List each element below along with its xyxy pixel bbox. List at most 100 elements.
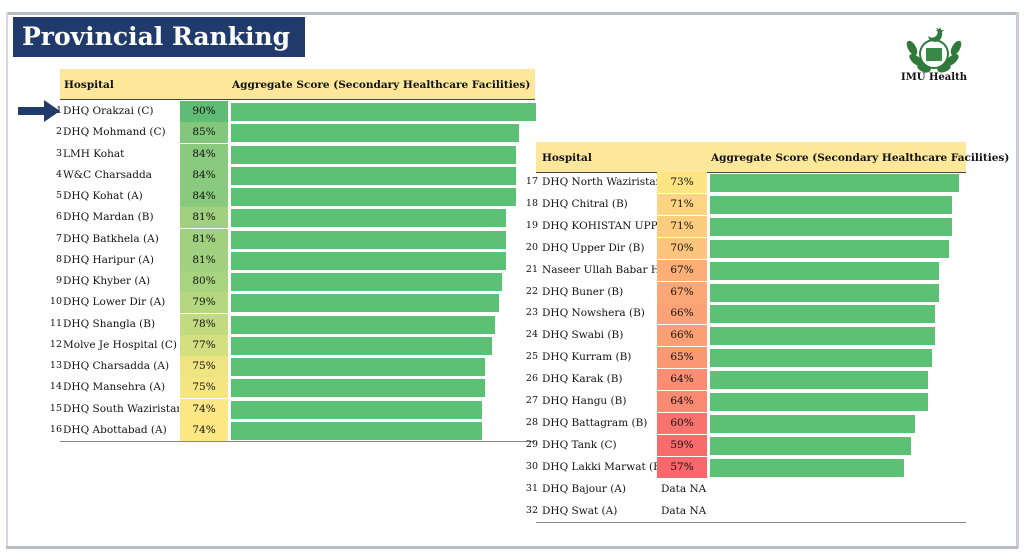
logo-caption: IMU Health xyxy=(901,72,967,83)
hospital-name: DHQ Kohat (A) xyxy=(63,190,143,202)
score-label: 66% xyxy=(657,303,707,325)
rank-number: 14 xyxy=(49,381,62,393)
score-label: 77% xyxy=(180,334,228,356)
frame-border-top xyxy=(6,12,1018,15)
hospital-name: DHQ Abottabad (A) xyxy=(63,423,167,436)
hospital-name: DHQ Haripur (A) xyxy=(63,253,154,266)
table-row: 13 DHQ Charsadda (A) 75% xyxy=(50,356,535,377)
score-label: 74% xyxy=(180,398,228,420)
hospital-name: W&C Charsadda xyxy=(63,168,152,181)
hospital-name: DHQ Swat (A) xyxy=(542,504,618,517)
hospital-name: LMH Kohat xyxy=(63,147,125,160)
hospital-name: DHQ Tank (C) xyxy=(542,438,617,451)
table-row: 2 DHQ Mohmand (C) 85% xyxy=(56,122,535,144)
rank-number: 12 xyxy=(49,338,62,350)
score-not-available: Data NA xyxy=(661,504,707,517)
table-row: 25 DHQ Kurram (B) 65% xyxy=(526,347,966,369)
hospital-name: DHQ Charsadda (A) xyxy=(63,360,170,372)
table-row: 24 DHQ Swabi (B) 66% xyxy=(526,325,966,347)
arrow-right-icon xyxy=(18,100,60,122)
table-row: 8 DHQ Haripur (A) 81% xyxy=(56,249,535,271)
rank-number: 15 xyxy=(49,402,62,414)
rank-number: 19 xyxy=(525,219,538,231)
score-bar xyxy=(231,209,506,228)
score-bar xyxy=(710,239,949,258)
score-bar xyxy=(231,315,495,334)
table-row: 14 DHQ Mansehra (A) 75% xyxy=(50,377,535,399)
score-label: 75% xyxy=(180,377,228,399)
rank-number: 18 xyxy=(525,197,538,209)
header-aggregate-score: Aggregate Score (Secondary Healthcare Fa… xyxy=(711,152,1010,164)
rank-number: 30 xyxy=(525,460,538,472)
rank-number: 2 xyxy=(55,126,62,138)
score-bar xyxy=(231,166,516,185)
table-row: 1 DHQ Orakzai (C) 90% xyxy=(56,101,536,122)
top-margin xyxy=(0,0,1024,10)
score-bar xyxy=(231,124,519,143)
score-label: 64% xyxy=(657,369,707,391)
rank-number: 4 xyxy=(55,168,62,180)
table-row: 3 LMH Kohat 84% xyxy=(56,143,535,165)
score-label: 66% xyxy=(657,325,707,347)
score-label: 71% xyxy=(657,193,707,215)
score-bar xyxy=(231,103,536,121)
score-label: 78% xyxy=(180,313,228,335)
rank-number: 23 xyxy=(525,307,538,319)
table-row: 18 DHQ Chitral (B) 71% xyxy=(526,193,966,215)
table-row: 29 DHQ Tank (C) 59% xyxy=(526,434,966,456)
score-label: 67% xyxy=(657,281,707,303)
hospital-name: DHQ South Waziristan (A) xyxy=(63,402,179,415)
score-bar xyxy=(710,436,911,455)
hospital-name: DHQ Hangu (B) xyxy=(542,395,627,407)
rank-number: 11 xyxy=(49,317,62,329)
table-row: 23 DHQ Nowshera (B) 66% xyxy=(526,303,966,325)
hospital-name: DHQ Battagram (B) xyxy=(542,416,648,429)
score-bar xyxy=(710,458,904,477)
score-label: 90% xyxy=(180,101,228,122)
score-label: 80% xyxy=(180,271,228,292)
score-label: 81% xyxy=(180,207,228,229)
hospital-name: DHQ Bajour (A) xyxy=(542,482,626,495)
table-row: 7 DHQ Batkhela (A) 81% xyxy=(56,228,535,250)
hospital-name: DHQ Buner (B) xyxy=(542,285,624,298)
hospital-name: DHQ Khyber (A) xyxy=(63,275,151,287)
rank-number: 10 xyxy=(49,296,62,308)
table-row: 6 DHQ Mardan (B) 81% xyxy=(56,207,535,229)
hospital-name: DHQ Mansehra (A) xyxy=(63,381,166,394)
rank-number: 6 xyxy=(55,211,62,223)
hospital-name: Molve Je Hospital (C) xyxy=(63,338,178,351)
table-row: 19 DHQ KOHISTAN UPPER71% xyxy=(526,215,966,237)
rank-number: 13 xyxy=(49,360,62,371)
rank-number: 1 xyxy=(55,105,62,116)
score-bar xyxy=(710,414,915,433)
rank-number: 5 xyxy=(55,190,62,201)
score-label: 65% xyxy=(657,347,707,369)
hospital-name: DHQ Lakki Marwat (B) xyxy=(542,460,658,473)
hospital-name: Naseer Ullah Babar Hospital xyxy=(542,263,658,276)
table-row: 12 Molve Je Hospital (C) 77% xyxy=(50,334,535,356)
rank-number: 17 xyxy=(525,176,538,187)
score-bar xyxy=(710,305,935,324)
rank-number: 31 xyxy=(525,482,538,494)
hospital-name: DHQ Kurram (B) xyxy=(542,351,632,364)
ranking-table-right: Hospital Aggregate Score (Secondary Healt… xyxy=(526,142,1009,528)
rank-number: 8 xyxy=(55,253,62,265)
table-row: 5 DHQ Kohat (A) 84% xyxy=(56,186,535,207)
header-aggregate-score: Aggregate Score (Secondary Healthcare Fa… xyxy=(232,79,531,91)
score-label: 81% xyxy=(180,249,228,271)
score-bar xyxy=(710,174,959,192)
score-bar xyxy=(231,379,485,398)
table-row: 17 DHQ North Waziristan (B)73% xyxy=(526,172,966,193)
score-label: 79% xyxy=(180,292,228,314)
score-bar xyxy=(231,421,482,440)
score-label: 74% xyxy=(180,419,228,441)
rank-number: 32 xyxy=(525,504,538,516)
table-header: Hospital Aggregate Score (Secondary Healt… xyxy=(60,69,535,100)
score-bar xyxy=(710,261,939,280)
ranking-table-left: Hospital Aggregate Score (Secondary Healt… xyxy=(50,69,536,449)
score-bar xyxy=(710,327,935,346)
table-row: 31 DHQ Bajour (A) Data NA xyxy=(526,479,966,500)
table-row: 32 DHQ Swat (A) Data NA xyxy=(526,501,966,522)
score-label: 81% xyxy=(180,228,228,250)
